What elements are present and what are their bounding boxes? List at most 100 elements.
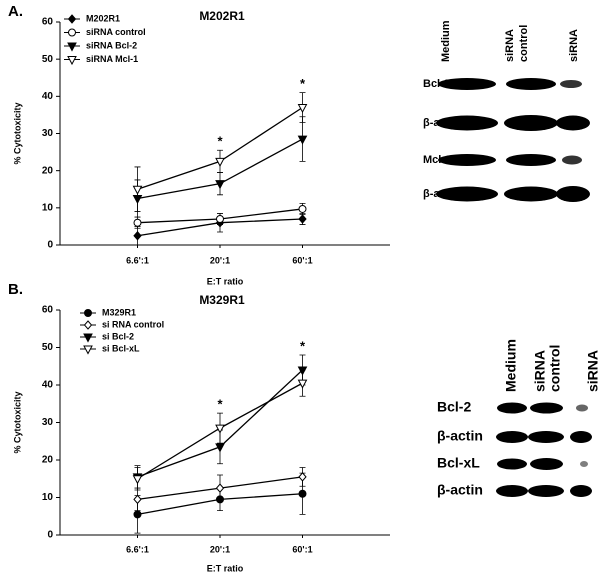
x-tick-label: 6.6':1 xyxy=(126,544,149,554)
y-tick-label: 0 xyxy=(47,530,53,541)
legend-marker xyxy=(83,320,93,330)
blot-band xyxy=(504,186,558,202)
legend-marker xyxy=(67,56,77,66)
data-point xyxy=(298,472,307,482)
legend-marker xyxy=(67,14,77,24)
blot-band xyxy=(496,431,528,443)
data-point xyxy=(215,180,225,190)
annotation: * xyxy=(217,397,223,412)
y-tick-label: 40 xyxy=(42,380,54,391)
blot-row-label: Bcl-2 xyxy=(437,399,471,415)
y-tick-label: 40 xyxy=(42,91,54,102)
data-point xyxy=(133,494,142,505)
annotation: * xyxy=(300,338,306,353)
blot-column-label: siRNA xyxy=(504,29,516,62)
blot-band xyxy=(570,485,592,497)
blot-band xyxy=(528,485,564,497)
data-point xyxy=(215,443,225,453)
data-point xyxy=(133,230,142,241)
data-point xyxy=(215,483,225,493)
x-tick-label: 60':1 xyxy=(292,255,312,265)
blot-column-label: control xyxy=(547,345,563,392)
blot-column-label: Medium xyxy=(503,339,519,392)
data-point xyxy=(132,475,143,485)
data-point xyxy=(133,218,142,227)
legend-label: si RNA control xyxy=(102,319,164,329)
blot-column-label: siRNA xyxy=(532,350,548,392)
y-tick-label: 10 xyxy=(42,202,54,213)
legend-label: siRNA control xyxy=(86,27,146,37)
blot-band xyxy=(506,78,556,90)
data-point xyxy=(133,510,142,519)
annotation: * xyxy=(300,76,306,91)
chart-title: M329R1 xyxy=(199,293,245,307)
legend-label: siRNA Mcl-1 xyxy=(86,54,138,64)
blot-band xyxy=(504,115,558,131)
legend-marker xyxy=(83,345,93,355)
y-tick-label: 30 xyxy=(42,128,54,139)
x-tick-label: 20':1 xyxy=(210,255,230,265)
data-point xyxy=(298,204,307,213)
legend-marker xyxy=(67,42,77,52)
x-axis-label: E:T ratio xyxy=(207,563,244,573)
blot-band xyxy=(496,485,528,497)
blot-band xyxy=(576,404,588,412)
data-point xyxy=(215,157,225,167)
blot-band xyxy=(497,402,527,414)
y-tick-label: 20 xyxy=(42,455,54,466)
blot-band xyxy=(436,115,498,131)
blot-band xyxy=(438,154,496,166)
blot-band xyxy=(530,458,563,470)
y-tick-label: 50 xyxy=(42,342,54,353)
legend-label: si Bcl-xL xyxy=(102,343,140,353)
blot-column-label: control xyxy=(518,25,530,62)
x-axis-label: E:T ratio xyxy=(207,276,244,286)
y-tick-label: 30 xyxy=(42,417,54,428)
x-tick-label: 60':1 xyxy=(292,544,312,554)
annotation: * xyxy=(217,134,223,149)
legend-label: siRNA Bcl-2 xyxy=(86,40,137,50)
blot-column-label: siRNA xyxy=(585,350,600,392)
panel-label: A. xyxy=(8,3,23,20)
y-axis-label: % Cytotoxicity xyxy=(12,102,22,164)
blot-band xyxy=(560,80,582,88)
y-axis-label: % Cytotoxicity xyxy=(12,391,22,453)
blot-band xyxy=(497,458,527,470)
blot-band xyxy=(570,431,592,443)
blot-column-label: siRNA xyxy=(568,29,580,62)
data-point xyxy=(298,489,307,498)
legend-label: M329R1 xyxy=(102,307,136,317)
blot-band xyxy=(530,402,563,414)
data-point xyxy=(215,424,225,434)
legend-marker xyxy=(83,333,93,343)
y-tick-label: 60 xyxy=(42,17,54,28)
data-point xyxy=(297,379,308,389)
data-point xyxy=(297,103,308,114)
y-tick-label: 10 xyxy=(42,492,54,503)
data-point xyxy=(297,135,308,145)
legend-label: si Bcl-2 xyxy=(102,331,134,341)
y-tick-label: 60 xyxy=(42,305,54,316)
data-point xyxy=(298,214,307,224)
blot-row-label: β-actin xyxy=(437,482,483,498)
blot-band xyxy=(580,461,588,467)
legend-marker xyxy=(68,28,76,37)
x-tick-label: 6.6':1 xyxy=(126,255,149,265)
blot-band xyxy=(562,155,582,165)
blot-band xyxy=(438,78,496,90)
chart-title: M202R1 xyxy=(199,9,245,23)
data-point xyxy=(132,185,143,195)
y-tick-label: 20 xyxy=(42,165,54,176)
blot-band xyxy=(506,154,556,166)
data-point xyxy=(216,214,224,223)
blot-row-label: β-actin xyxy=(437,428,483,444)
blot-band xyxy=(528,431,564,443)
blot-column-label: Medium xyxy=(440,20,452,62)
blot-row-label: Bcl-xL xyxy=(437,455,480,471)
panel-label: B. xyxy=(8,281,23,298)
legend-label: M202R1 xyxy=(86,13,120,23)
blot-band xyxy=(556,186,590,202)
x-tick-label: 20':1 xyxy=(210,544,230,554)
y-tick-label: 0 xyxy=(47,240,53,251)
